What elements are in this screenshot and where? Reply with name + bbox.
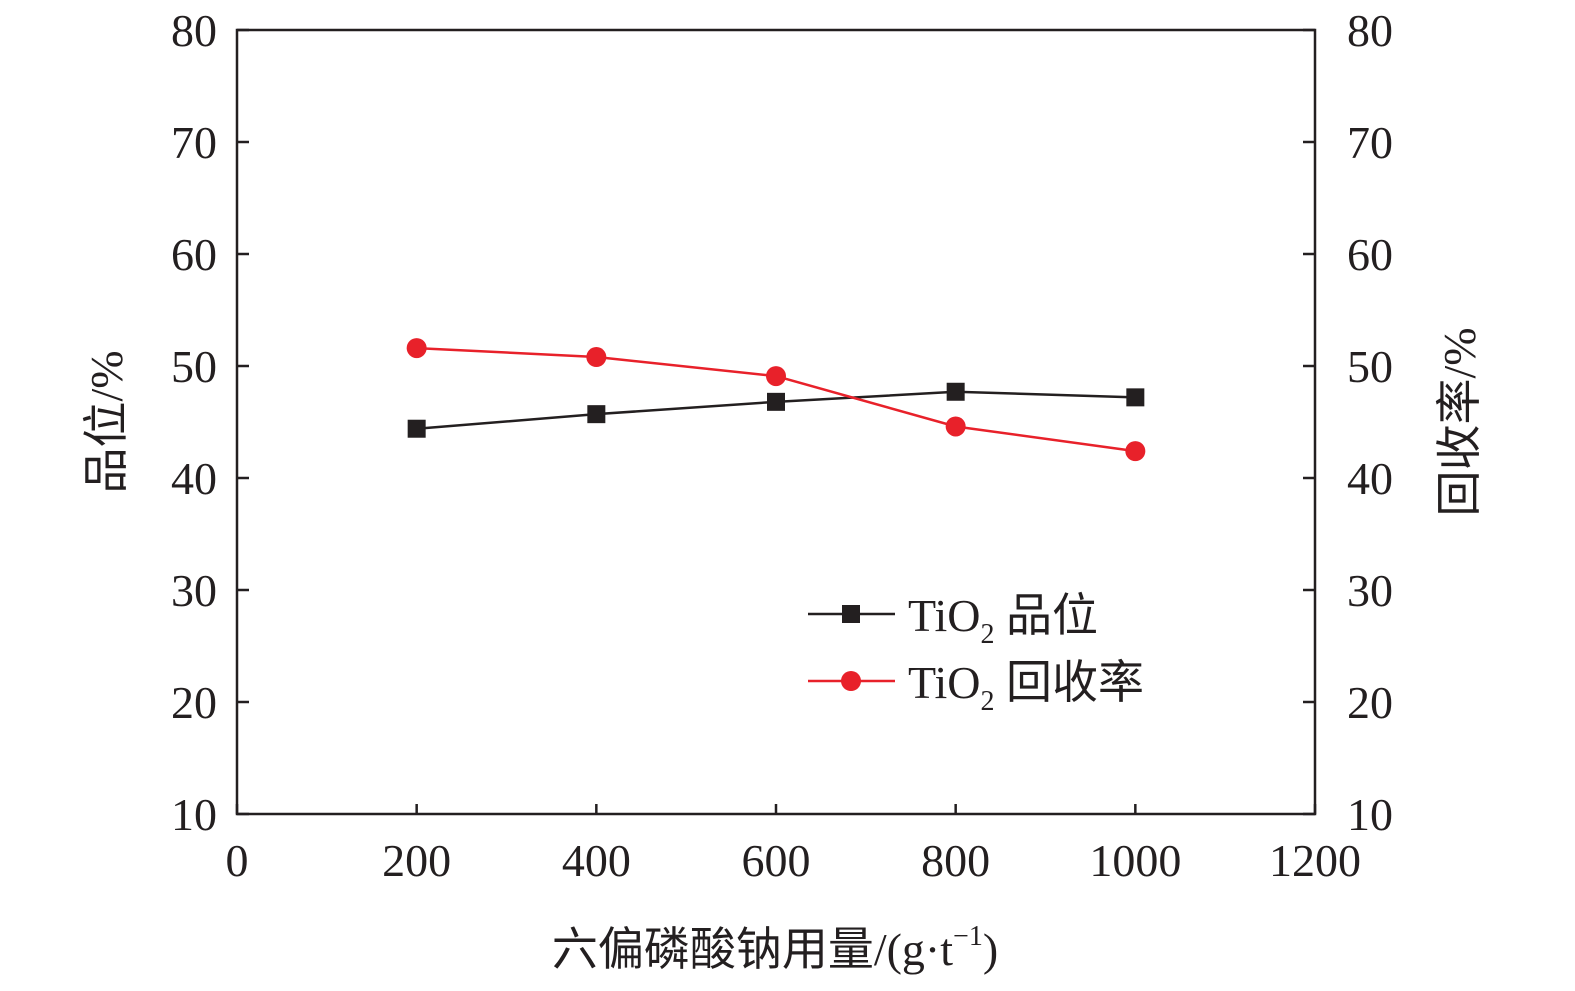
y-tick-label-right: 50 <box>1347 341 1393 392</box>
y-tick-label-right: 10 <box>1347 789 1393 840</box>
y-tick-label-right: 80 <box>1347 5 1393 56</box>
x-tick-label: 200 <box>382 835 451 886</box>
legend-label-main: TiO <box>908 657 980 708</box>
legend-label-sub: 2 <box>980 619 994 650</box>
x-tick-label: 1200 <box>1269 835 1361 886</box>
y-axis-label-left: 品位/% <box>81 350 132 493</box>
x-axis-label-close: ) <box>983 924 998 975</box>
legend-label: TiO2 回收率 <box>908 657 1144 717</box>
data-point <box>767 392 785 411</box>
data-point <box>945 416 966 437</box>
x-tick-label: 1000 <box>1089 835 1181 886</box>
y-tick-label-right: 70 <box>1347 117 1393 168</box>
legend-item-1: TiO2 回收率 <box>808 657 1144 717</box>
legend-marker <box>842 605 860 623</box>
x-axis-label-sup: −1 <box>953 921 983 952</box>
legend-item-0: TiO2 品位 <box>808 590 1098 650</box>
y-tick-label-left: 30 <box>171 565 217 616</box>
legend-label-rest: 品位 <box>994 590 1098 641</box>
series-1 <box>406 338 1146 462</box>
x-tick-label: 0 <box>226 835 249 886</box>
y-tick-label-right: 30 <box>1347 565 1393 616</box>
x-tick-label: 800 <box>921 835 990 886</box>
data-point <box>406 338 427 359</box>
y-tick-label-left: 20 <box>171 677 217 728</box>
x-axis-label: 六偏磷酸钠用量/(g·t−1) <box>552 921 998 975</box>
data-point <box>766 366 786 387</box>
y-tick-label-left: 50 <box>171 341 217 392</box>
y-tick-label-left: 40 <box>171 453 217 504</box>
legend-label-sub: 2 <box>980 686 994 717</box>
data-point <box>946 382 965 401</box>
data-point <box>1126 388 1145 407</box>
plot-frame <box>235 28 1317 816</box>
data-point <box>1125 441 1146 462</box>
y-tick-label-right: 60 <box>1347 229 1393 280</box>
data-point <box>587 405 606 424</box>
x-tick-label: 600 <box>742 835 811 886</box>
legend-marker <box>841 671 861 691</box>
legend-label-rest: 回收率 <box>994 657 1144 708</box>
y-tick-label-right: 40 <box>1347 453 1393 504</box>
x-tick-label: 400 <box>562 835 631 886</box>
data-point <box>586 347 607 368</box>
legend-label: TiO2 品位 <box>908 590 1098 650</box>
series-0 <box>407 382 1145 438</box>
y-tick-label-right: 20 <box>1347 677 1393 728</box>
y-tick-label-left: 60 <box>171 229 217 280</box>
y-tick-label-left: 80 <box>171 5 217 56</box>
y-tick-label-left: 10 <box>171 789 217 840</box>
y-axis-label-right: 回收率/% <box>1434 327 1485 516</box>
x-axis-label-main: 六偏磷酸钠用量/(g·t <box>552 924 953 975</box>
legend-label-main: TiO <box>908 590 980 641</box>
data-point <box>407 419 426 438</box>
y-tick-label-left: 70 <box>171 117 217 168</box>
